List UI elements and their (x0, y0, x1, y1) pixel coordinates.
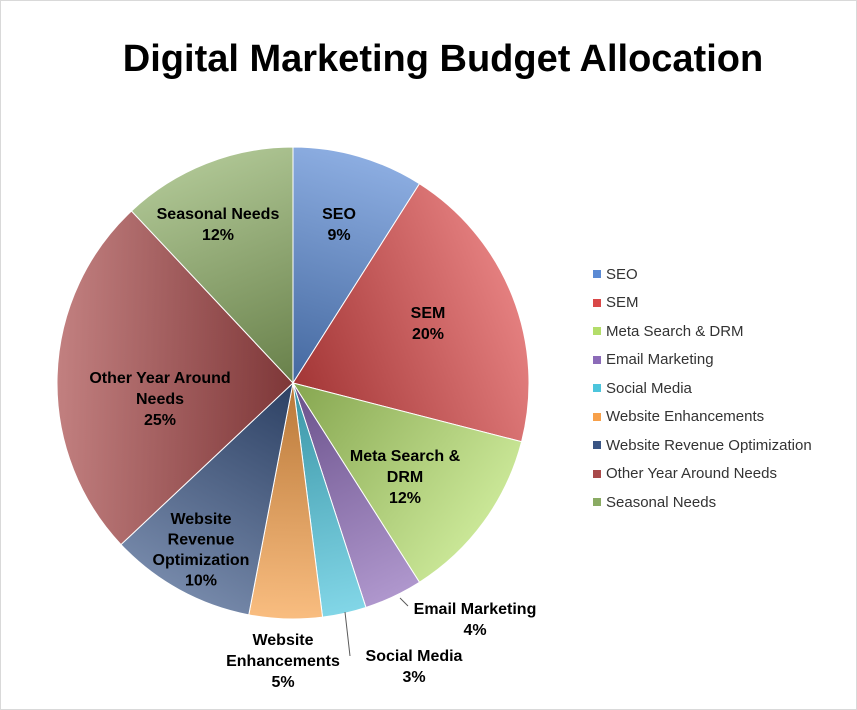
legend-item: Website Revenue Optimization (593, 431, 812, 460)
data-label-seo: SEO 9% (322, 206, 356, 244)
legend-swatch (593, 327, 601, 336)
legend-swatch (593, 270, 601, 279)
pie-slice-meta-search-drm (291, 382, 523, 583)
legend-swatch (593, 384, 601, 393)
chart-legend: SEO SEM Meta Search & DRM Email Marketing So… (593, 260, 812, 517)
leader-line (399, 597, 409, 607)
legend-label: SEO (606, 265, 638, 283)
legend-label: Other Year Around Needs (606, 465, 777, 483)
legend-item: Social Media (593, 374, 812, 403)
legend-label: Email Marketing (606, 351, 714, 369)
legend-swatch (593, 469, 601, 478)
legend-swatch (593, 412, 601, 421)
legend-label: Social Media (606, 379, 692, 397)
legend-item: SEM (593, 289, 812, 318)
pie-slice-seasonal-needs (130, 146, 294, 385)
legend-label: Seasonal Needs (606, 493, 717, 511)
legend-swatch (593, 441, 601, 450)
data-label-website-revenue-optimization: Website Revenue Optimization 10% (153, 511, 250, 590)
legend-item: SEO (593, 260, 812, 289)
legend-item: Other Year Around Needs (593, 460, 812, 489)
pie-slice-seo (292, 146, 421, 385)
pie-slice-website-revenue-optimization (120, 381, 294, 616)
leader-line (344, 611, 351, 657)
legend-swatch (593, 498, 601, 507)
legend-item: Email Marketing (593, 346, 812, 375)
data-label-meta-search-drm: Meta Search & DRM 12% (350, 448, 461, 507)
data-label-other-year-around-needs: Other Year Around Needs 25% (89, 370, 230, 429)
pie-slice-sem (292, 183, 530, 443)
data-label-seasonal-needs: Seasonal Needs 12% (157, 206, 280, 244)
data-label-social-media: Social Media 3% (366, 648, 463, 686)
legend-label: Website Enhancements (606, 408, 765, 426)
legend-item: Website Enhancements (593, 403, 812, 432)
legend-swatch (593, 298, 601, 307)
data-label-website-enhancements: Website Enhancements 5% (226, 632, 340, 691)
data-label-email-marketing: Email Marketing 4% (414, 601, 537, 639)
chart-title: Digital Marketing Budget Allocation (122, 38, 764, 80)
legend-swatch (593, 355, 601, 364)
legend-item: Meta Search & DRM (593, 317, 812, 346)
legend-label: Meta Search & DRM (606, 322, 744, 340)
legend-label: Website Revenue Optimization (606, 436, 812, 454)
legend-item: Seasonal Needs (593, 488, 812, 517)
data-label-sem: SEM 20% (411, 305, 446, 343)
pie-slice-other-year-around-needs (56, 210, 294, 546)
legend-label: SEM (606, 294, 639, 312)
